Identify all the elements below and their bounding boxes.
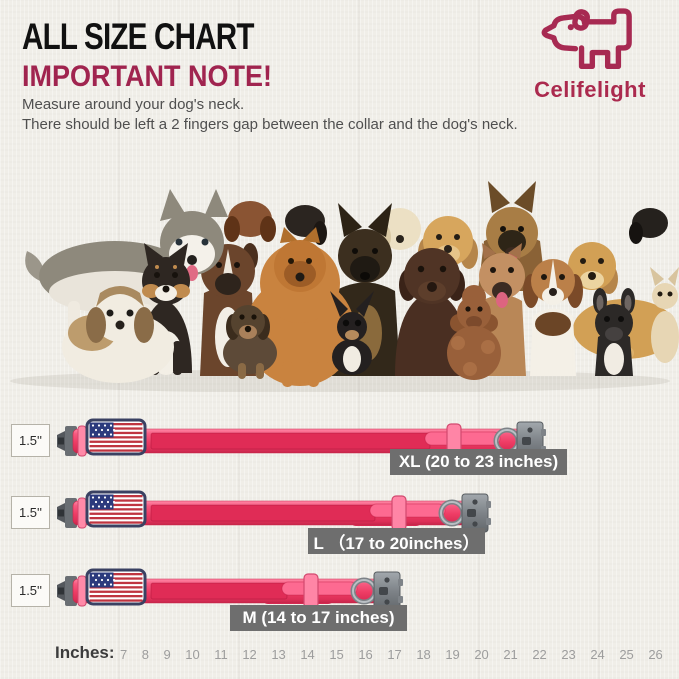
usa-flag-patch [85,568,147,606]
ruler-tick: 22 [532,647,547,662]
ruler-tick: 23 [561,647,576,662]
ruler-tick: 15 [329,647,344,662]
important-note-heading: IMPORTANT NOTE! [22,60,272,93]
collar-width-label: 1.5'' [18,433,43,448]
dog-red-head [224,201,276,242]
dogs-group-photo [0,140,679,393]
size-label-l: L （17 to 20inches） [308,528,485,554]
collar-row-m: 1.5'' M (14 to 17 inches) [0,567,679,639]
note-line-2: There should be left a 2 fingers gap bet… [22,116,518,133]
ruler-tick: 18 [416,647,431,662]
usa-flag-patch [85,490,147,528]
brand-name: Celifelight [534,77,646,102]
adjust-strap [424,431,501,446]
dog-beagle [523,259,583,376]
size-label-xl: XL (20 to 23 inches) [390,449,567,475]
ruler-tick: 20 [474,647,489,662]
brand-block: Celifelight [507,8,673,103]
dog-black-chihuahua [330,291,374,375]
keeper [77,497,87,529]
dog-shih-tzu [62,286,174,383]
dog-poodle [447,285,501,380]
velcro-strip [150,432,431,450]
ruler-tick: 7 [120,647,128,662]
ruler-tick: 14 [300,647,315,662]
ruler-tick: 21 [503,647,518,662]
velcro-strip [150,582,288,600]
dog-black-puppy [629,208,668,244]
ruler-tick: 25 [619,647,634,662]
ruler-tick: 19 [445,647,460,662]
velcro-strip [150,504,376,522]
collar-l-illustration [57,490,491,533]
collar-row-xl: 1.5'' XL (20 to 23 inches) [0,417,679,489]
slider [391,495,407,531]
ruler-label: Inches: [55,643,115,662]
collar-width-label: 1.5'' [18,583,43,598]
ruler-tick: 13 [271,647,286,662]
keeper [77,575,87,607]
usa-flag-patch [85,418,147,456]
ruler-tick: 17 [387,647,402,662]
dog-dachshund [223,305,277,379]
size-label-m: M (14 to 17 inches) [230,605,407,631]
ruler-values: 7 8 9 10 11 12 13 14 15 16 17 18 19 20 21 22 23 24 25 26 [120,647,663,662]
collar-width-box-xl: 1.5'' [11,424,50,457]
adjust-strap [369,503,446,518]
ruler-tick: 26 [648,647,663,662]
ruler-tick: 12 [242,647,257,662]
ruler-tick: 8 [141,647,149,662]
ruler-tick: 11 [214,647,228,662]
dog-chow-chow [245,227,355,387]
note-line-1: Measure around your dog's neck. [22,96,245,113]
collar-width-label: 1.5'' [18,505,43,520]
collar-width-box-l: 1.5'' [11,496,50,529]
dog-french-bulldog [593,288,635,376]
keeper [77,425,87,457]
ruler-tick: 10 [185,647,200,662]
collar-row-l: 1.5'' L （17 to 20inches） [0,489,679,561]
ruler-tick: 9 [163,647,171,662]
collar-width-box-m: 1.5'' [11,574,50,607]
adjust-strap [281,581,358,596]
page-title: ALL SIZE CHART [22,16,254,57]
ruler-tick: 16 [358,647,373,662]
dog-cream-chihuahua [650,267,679,363]
dog-outline-icon [541,8,632,70]
collar-m-illustration [57,568,403,611]
slider [303,573,319,609]
ruler-tick: 24 [590,647,605,662]
